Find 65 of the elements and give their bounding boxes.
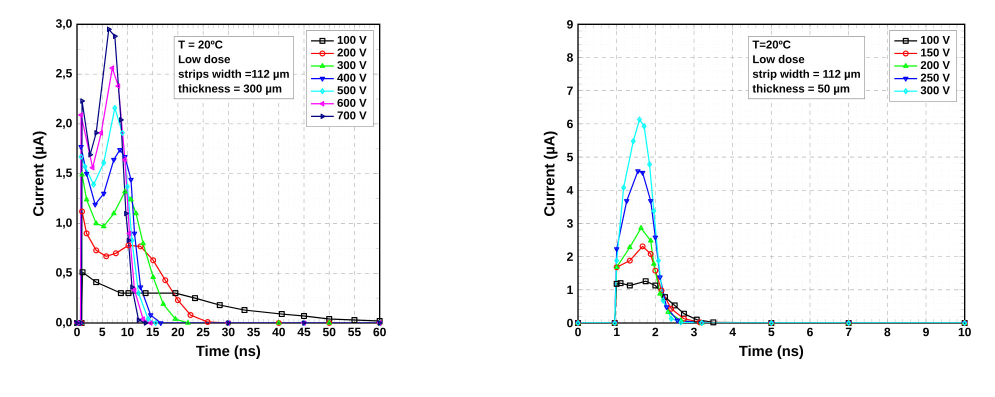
x-tick-label: 7	[846, 328, 852, 336]
legend-label: 200 V	[920, 61, 950, 70]
x-tick-label: 0	[575, 328, 581, 336]
y-tick-label: 3,0	[56, 19, 72, 30]
y-tick-label: 0,0	[56, 318, 72, 328]
y-tick-label: 2,5	[56, 68, 72, 80]
x-tick-label: 10	[958, 328, 971, 336]
y-tick-label: 1	[567, 286, 573, 294]
annotation: T = 20ºC	[178, 40, 223, 49]
y-axis-title: Current (µA)	[32, 131, 46, 216]
y-tick-label: 4	[566, 186, 574, 194]
y-tick-label: 9	[567, 20, 573, 29]
legend-label: 600 V	[337, 98, 367, 107]
x-tick-label: 1	[614, 328, 620, 336]
y-tick-label: 5	[567, 152, 573, 162]
legend-label: 150 V	[921, 48, 950, 57]
y-axis-title: Current (µA)	[544, 131, 558, 216]
y-tick-label: 2,0	[56, 118, 72, 130]
x-tick-label: 30	[222, 328, 235, 336]
legend-label: 500 V	[337, 86, 367, 94]
legend-label: 100 V	[921, 36, 950, 44]
legend-label: 200 V	[337, 48, 367, 57]
x-axis-title: Time (ns)	[739, 345, 804, 360]
annotation: Low dose	[178, 54, 230, 64]
x-tick-label: 8	[884, 328, 890, 336]
y-tick-label: 7	[567, 86, 573, 95]
annotation: Low dose	[753, 54, 804, 64]
x-tick-label: 5	[99, 328, 106, 336]
x-tick-label: 60	[373, 328, 386, 336]
y-tick-label: 1,5	[56, 168, 72, 179]
x-tick-label: 15	[146, 328, 160, 336]
x-tick-label: 5	[768, 328, 774, 336]
annotation: strips width =112 µm	[178, 70, 289, 80]
x-tick-label: 35	[247, 328, 260, 336]
annotation: thickness = 50 µm	[752, 84, 850, 95]
x-tick-label: 55	[348, 328, 361, 336]
x-tick-label: 6	[807, 328, 813, 336]
y-tick-label: 1,0	[56, 218, 72, 229]
legend-label: 400 V	[337, 74, 367, 82]
legend-label: 100 V	[338, 36, 367, 44]
x-tick-label: 9	[923, 328, 929, 336]
annotation: strip width = 112 µm	[752, 70, 860, 80]
legend-label: 250 V	[920, 74, 950, 82]
x-tick-label: 0	[74, 328, 80, 336]
x-tick-label: 50	[322, 328, 336, 336]
y-tick-label: 0	[567, 318, 573, 328]
y-tick-label: 3	[566, 219, 573, 228]
legend-label: 300 V	[337, 61, 367, 70]
x-tick-label: 20	[172, 328, 184, 336]
y-tick-label: 2	[567, 252, 573, 261]
x-tick-label: 45	[298, 328, 310, 336]
x-tick-label: 4	[730, 328, 736, 336]
annotation: thickness = 300 µm	[178, 84, 282, 95]
legend-label: 700 V	[338, 111, 367, 120]
y-tick-label: 6	[567, 120, 573, 128]
x-tick-label: 2	[652, 328, 658, 336]
x-tick-label: 3	[690, 328, 697, 336]
x-axis-title: Time (ns)	[196, 345, 260, 360]
x-tick-label: 25	[196, 328, 210, 336]
y-tick-label: 8	[567, 53, 573, 62]
y-tick-label: 0,5	[56, 268, 72, 278]
x-tick-label: 40	[272, 328, 285, 336]
annotation: T=20ºC	[752, 40, 791, 49]
x-tick-label: 10	[122, 328, 134, 336]
legend-label: 300 V	[920, 86, 950, 94]
